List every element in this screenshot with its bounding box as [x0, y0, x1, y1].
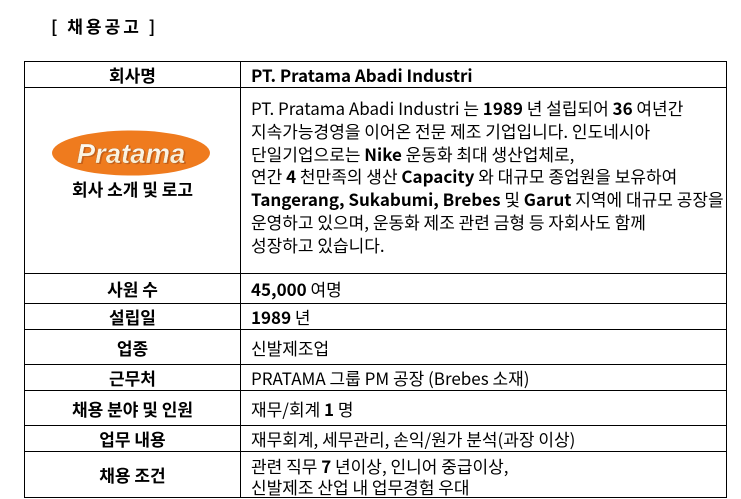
svg-text:Pratama: Pratama [77, 138, 186, 169]
